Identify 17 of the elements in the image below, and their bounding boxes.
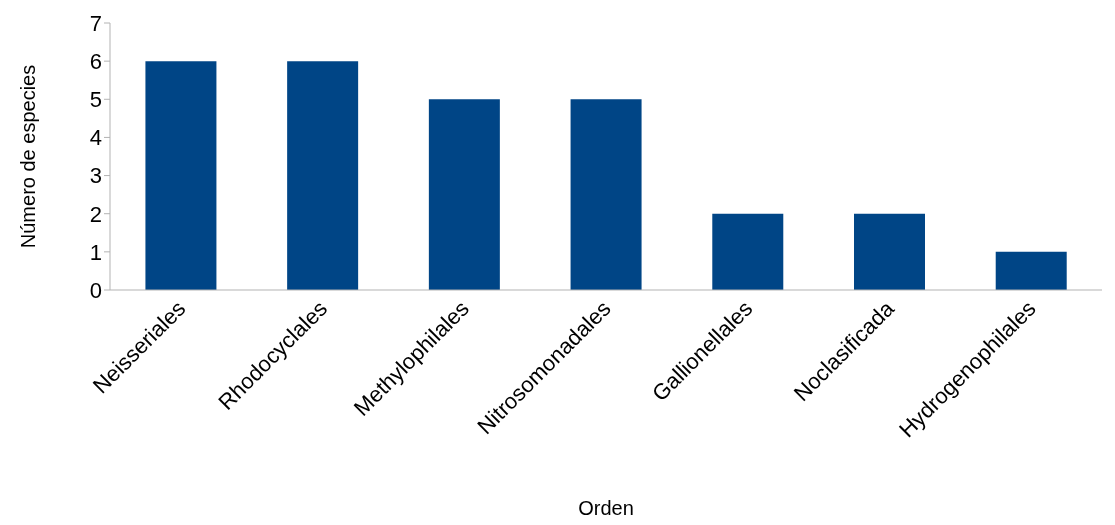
bar <box>712 213 784 290</box>
y-tick-label: 0 <box>89 277 102 303</box>
y-tick-label: 2 <box>89 201 102 227</box>
bar <box>995 251 1067 290</box>
x-axis-title: Orden <box>578 497 634 519</box>
y-tick-label: 1 <box>89 239 102 265</box>
y-axis-title: Número de especies <box>17 64 40 249</box>
y-tick-label: 6 <box>89 48 102 74</box>
bar <box>428 99 500 290</box>
y-tick-label: 7 <box>89 10 102 36</box>
bar <box>854 213 925 290</box>
bar <box>570 99 642 290</box>
y-tick-label: 3 <box>89 163 102 189</box>
bar <box>145 61 217 290</box>
y-tick-label: 5 <box>89 87 102 113</box>
y-tick-label: 4 <box>89 125 102 151</box>
bar <box>287 61 359 290</box>
